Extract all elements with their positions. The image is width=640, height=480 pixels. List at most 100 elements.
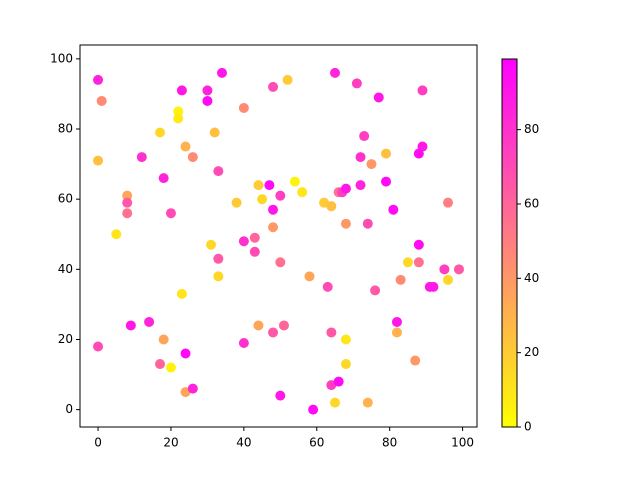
scatter-point	[93, 155, 104, 166]
scatter-point	[340, 359, 351, 370]
colorbar-tick-label: 60	[524, 196, 539, 210]
scatter-point	[362, 218, 373, 229]
scatter-point	[417, 141, 428, 152]
scatter-point	[366, 159, 377, 170]
scatter-point	[93, 74, 104, 85]
y-tick-label: 40	[58, 262, 73, 276]
scatter-point	[216, 67, 227, 78]
x-tick-label: 20	[163, 436, 178, 450]
scatter-point	[351, 78, 362, 89]
scatter-point	[388, 204, 399, 215]
scatter-point	[268, 222, 279, 233]
scatter-point	[373, 92, 384, 103]
scatter-point	[340, 183, 351, 194]
scatter-point	[238, 337, 249, 348]
scatter-point	[413, 257, 424, 268]
scatter-point	[253, 180, 264, 191]
scatter-point	[180, 348, 191, 359]
scatter-point	[213, 166, 224, 177]
colorbar-tick-label: 40	[524, 271, 539, 285]
scatter-point	[155, 359, 166, 370]
y-tick-label: 60	[58, 192, 73, 206]
scatter-point	[370, 285, 381, 296]
scatter-point	[275, 257, 286, 268]
scatter-point	[443, 197, 454, 208]
scatter-point	[330, 67, 341, 78]
scatter-point	[340, 218, 351, 229]
scatter-point	[359, 131, 370, 142]
scatter-point	[122, 190, 133, 201]
colorbar-tick-label: 0	[524, 420, 532, 434]
scatter-point	[176, 288, 187, 299]
scatter-point	[443, 274, 454, 285]
scatter-point	[391, 316, 402, 327]
scatter-point	[391, 327, 402, 338]
scatter-point	[238, 102, 249, 113]
scatter-point	[289, 176, 300, 187]
scatter-point	[297, 187, 308, 198]
scatter-point	[158, 334, 169, 345]
scatter-point	[278, 320, 289, 331]
y-tick-label: 0	[65, 402, 73, 416]
scatter-point	[93, 341, 104, 352]
scatter-point	[180, 141, 191, 152]
scatter-point	[231, 197, 242, 208]
scatter-point	[268, 81, 279, 92]
scatter-point	[257, 194, 268, 205]
scatter-point	[122, 197, 133, 208]
scatter-point	[308, 404, 319, 415]
scatter-point	[253, 320, 264, 331]
scatter-point	[330, 397, 341, 408]
scatter-point	[122, 208, 133, 219]
plot-frame	[79, 44, 478, 428]
scatter-point	[268, 327, 279, 338]
scatter-point	[213, 271, 224, 282]
scatter-point	[326, 201, 337, 212]
colorbar-tick-label: 20	[524, 345, 539, 359]
scatter-point	[326, 327, 337, 338]
scatter-point	[202, 85, 213, 96]
scatter-point	[173, 113, 184, 124]
x-tick-label: 0	[94, 436, 102, 450]
scatter-point	[264, 180, 275, 191]
scatter-point	[173, 106, 184, 117]
scatter-point	[249, 232, 260, 243]
scatter-point	[395, 274, 406, 285]
scatter-point	[209, 127, 220, 138]
x-tick-label: 80	[382, 436, 397, 450]
scatter-point	[355, 152, 366, 163]
scatter-point	[165, 362, 176, 373]
x-tick-label: 100	[451, 436, 474, 450]
x-tick-label: 60	[309, 436, 324, 450]
scatter-point	[453, 264, 464, 275]
scatter-point	[111, 229, 122, 240]
scatter-point	[402, 257, 413, 268]
scatter-point	[158, 173, 169, 184]
x-tick-label: 40	[236, 436, 251, 450]
scatter-point	[176, 85, 187, 96]
scatter-point	[275, 190, 286, 201]
scatter-point	[202, 95, 213, 106]
scatter-point	[275, 390, 286, 401]
scatter-point	[282, 74, 293, 85]
scatter-point	[428, 281, 439, 292]
scatter-point	[187, 152, 198, 163]
scatter-point	[439, 264, 450, 275]
scatter-point	[340, 334, 351, 345]
scatter-point	[410, 355, 421, 366]
scatter-point	[238, 236, 249, 247]
scatter-point	[381, 176, 392, 187]
scatter-point	[333, 376, 344, 387]
colorbar-tick-label: 80	[524, 122, 539, 136]
scatter-point	[144, 316, 155, 327]
scatter-point	[125, 320, 136, 331]
scatter-point	[136, 152, 147, 163]
y-tick-label: 80	[58, 122, 73, 136]
y-tick-label: 20	[58, 332, 73, 346]
scatter-point	[417, 85, 428, 96]
scatter-point	[249, 246, 260, 257]
scatter-point	[381, 148, 392, 159]
scatter-point	[165, 208, 176, 219]
scatter-point	[206, 239, 217, 250]
